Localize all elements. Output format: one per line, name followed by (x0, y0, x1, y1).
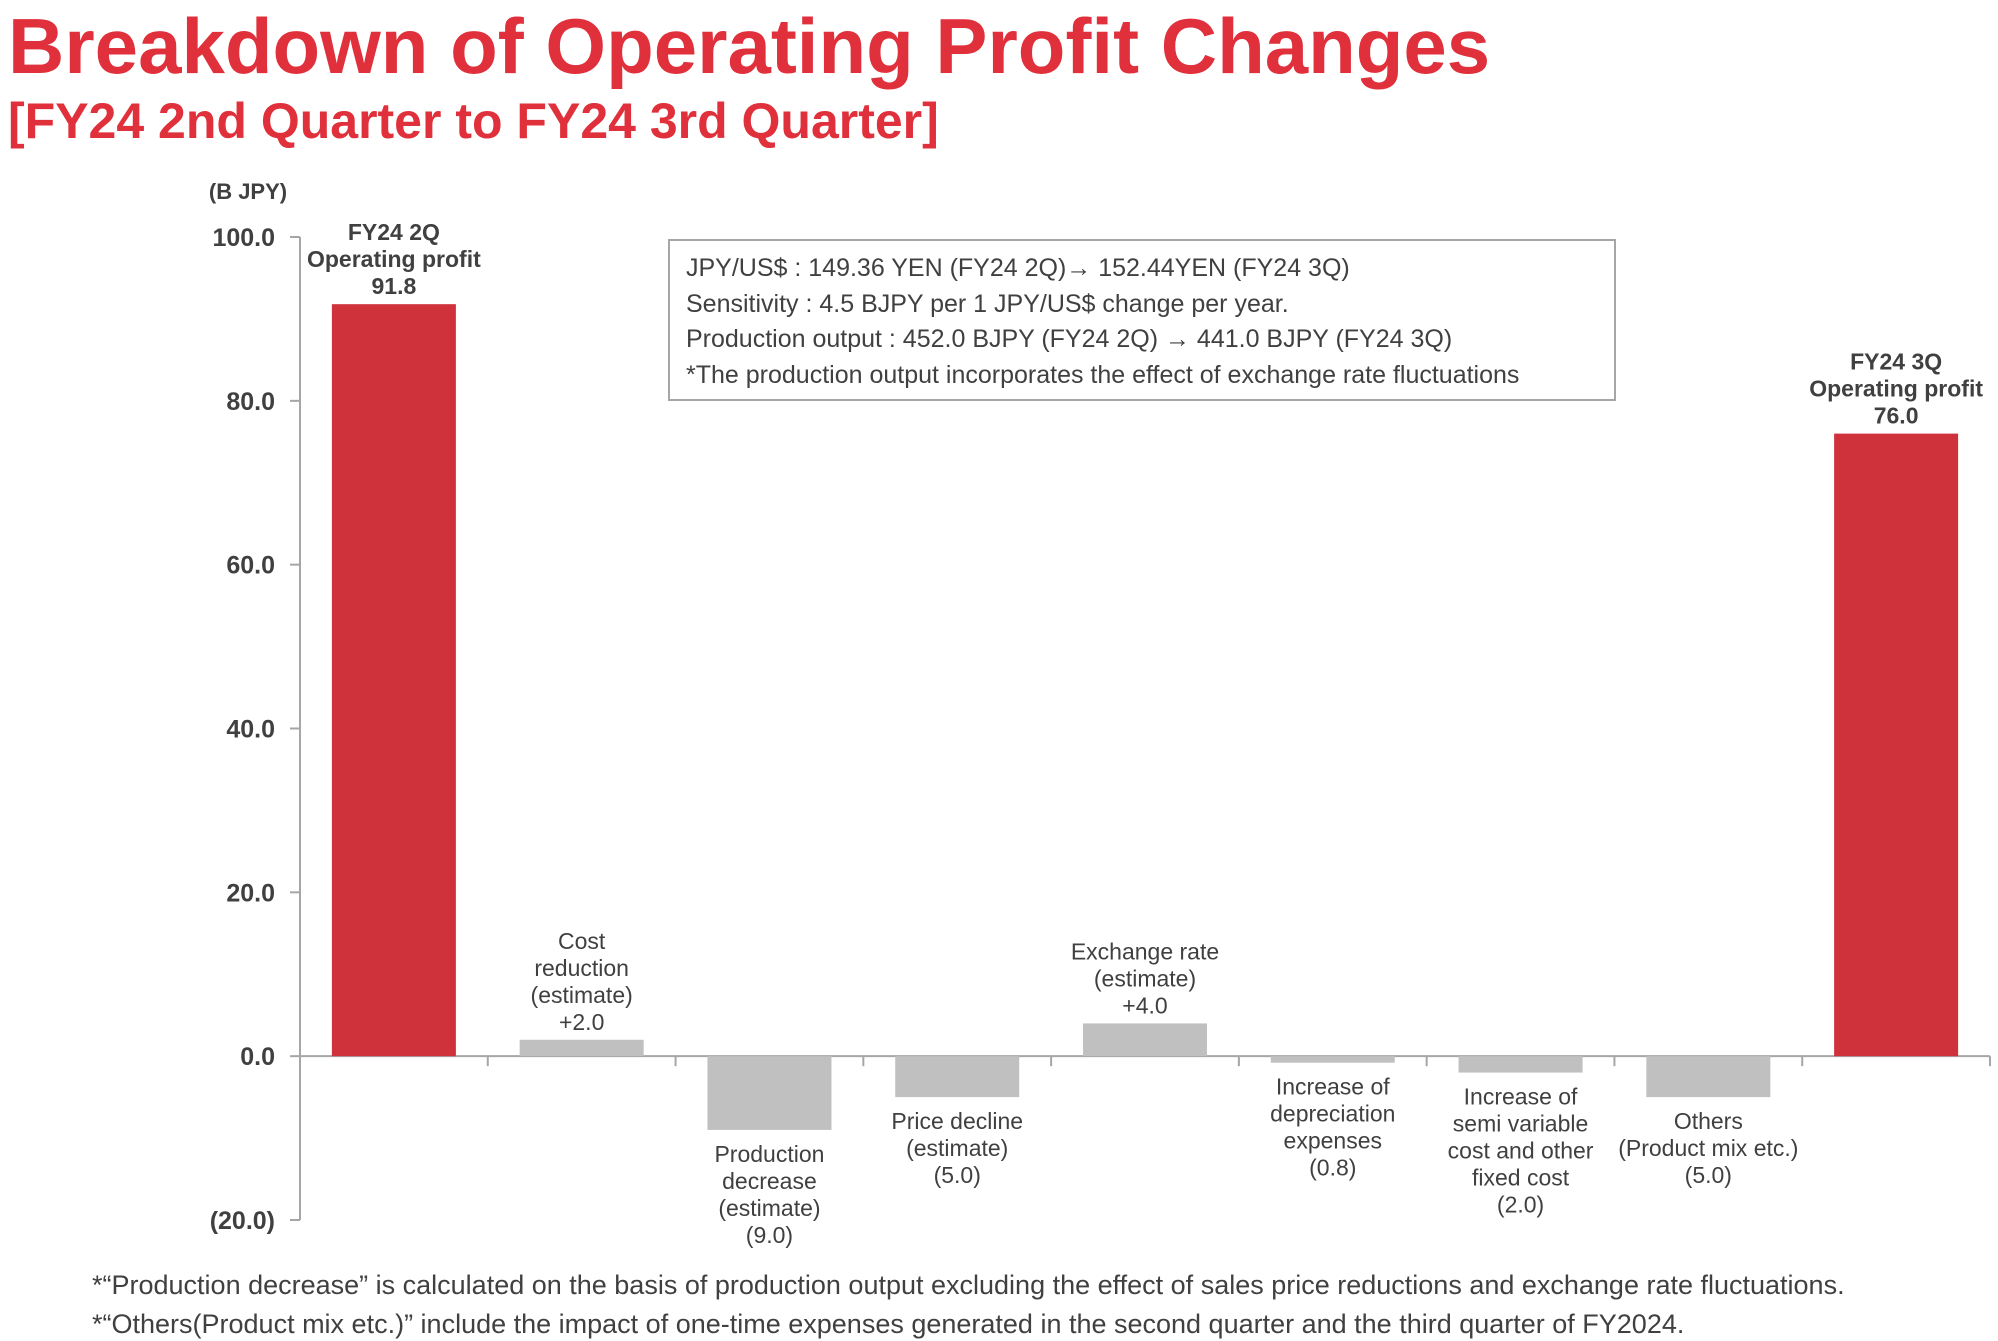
bar-label-line: 76.0 (1874, 403, 1919, 429)
y-tick-label: 40.0 (226, 716, 275, 744)
change-bar-label: Increase of depreciation expenses (0.8) (1270, 1074, 1395, 1181)
bar-label-line: FY24 3Q (1850, 349, 1942, 375)
change-bar-label: Exchange rate (estimate) +4.0 (1071, 938, 1219, 1018)
bar-label-line: Price decline (891, 1108, 1023, 1134)
y-axis-unit-label: (B JPY) (209, 179, 287, 204)
total-bar-label: FY24 2Q Operating profit 91.8 (307, 219, 481, 299)
bar-label-line: (5.0) (934, 1162, 981, 1188)
bar-label-line: (2.0) (1497, 1192, 1544, 1218)
change-bar-label: Increase of semi variable cost and other fi… (1448, 1084, 1594, 1218)
bar-label-line: (5.0) (1685, 1162, 1732, 1188)
bar-label-line: reduction (534, 955, 629, 981)
bar-label-line: Operating profit (307, 246, 481, 272)
change-bar (1458, 1056, 1583, 1073)
y-tick-label: 0.0 (240, 1043, 275, 1071)
bar-label-line: (9.0) (746, 1222, 793, 1248)
waterfall-chart: (B JPY) 100.0 80.0 60.0 40.0 20.0 0.0 (20.0) FY… (209, 179, 1991, 1248)
total-bar-label: FY24 3Q Operating profit 76.0 (1809, 349, 1983, 429)
bar-label-line: expenses (1284, 1128, 1382, 1154)
exchange-rate-note-box: JPY/US$ : 149.36 YEN (FY24 2Q)→ 152.44YE… (668, 239, 1616, 401)
change-bar (895, 1056, 1020, 1098)
y-tick-label: 100.0 (212, 224, 275, 252)
note-line-sensitivity: Sensitivity : 4.5 BJPY per 1 JPY/US$ cha… (686, 289, 1289, 318)
bar-label-line: cost and other (1448, 1138, 1594, 1164)
change-bar (1083, 1023, 1207, 1057)
bar-label-line: Cost (558, 928, 606, 954)
bar-label-line: (estimate) (1094, 965, 1196, 991)
change-bar-label: Others (Product mix etc.) (5.0) (1618, 1108, 1798, 1188)
bar-label-line: (estimate) (531, 982, 633, 1008)
total-bar (331, 304, 456, 1057)
y-tick-label: 20.0 (226, 879, 275, 907)
chart-bars (331, 304, 1959, 1130)
bar-label-line: Production (714, 1141, 824, 1167)
bar-label-line: Increase of (1464, 1084, 1578, 1110)
bar-label-line: Exchange rate (1071, 938, 1219, 964)
y-tick-label: 80.0 (226, 388, 275, 416)
note-line-exchange-rate: JPY/US$ : 149.36 YEN (FY24 2Q)→ 152.44YE… (686, 254, 1350, 282)
y-tick-label: (20.0) (210, 1207, 275, 1235)
y-tick-label: 60.0 (226, 552, 275, 580)
bar-label-line: (Product mix etc.) (1618, 1135, 1798, 1161)
bar-label-line: 91.8 (372, 273, 417, 299)
bar-label-line: (0.8) (1309, 1155, 1356, 1181)
change-bar (707, 1056, 832, 1130)
bar-label-line: Operating profit (1809, 376, 1983, 402)
bar-label-line: Increase of (1276, 1074, 1390, 1100)
bar-label-line: FY24 2Q (348, 219, 440, 245)
bar-label-line: (estimate) (718, 1195, 820, 1221)
note-line-disclaimer: *The production output incorporates the … (686, 360, 1520, 389)
total-bar (1834, 433, 1959, 1057)
change-bar-label: Cost reduction (estimate) +2.0 (531, 928, 633, 1035)
bar-label-line: semi variable (1453, 1111, 1589, 1137)
change-bar (1270, 1056, 1395, 1063)
footnote-others: *“Others(Product mix etc.)” include the … (92, 1309, 1685, 1339)
bar-label-line: +2.0 (559, 1009, 604, 1035)
bar-label-line: Others (1674, 1108, 1743, 1134)
bar-label-line: (estimate) (906, 1135, 1008, 1161)
bar-label-line: depreciation (1270, 1101, 1395, 1127)
page-title: Breakdown of Operating Profit Changes (8, 2, 1491, 90)
bar-label-line: fixed cost (1472, 1165, 1570, 1191)
change-bar (519, 1039, 644, 1057)
page-subtitle: [FY24 2nd Quarter to FY24 3rd Quarter] (8, 93, 939, 149)
note-line-production-output: Production output : 452.0 BJPY (FY24 2Q)… (686, 325, 1453, 353)
change-bar (1646, 1056, 1771, 1098)
bar-label-line: decrease (722, 1168, 817, 1194)
change-bar-label: Production decrease (estimate) (9.0) (714, 1141, 824, 1248)
change-bar-label: Price decline (estimate) (5.0) (891, 1108, 1023, 1188)
footnote-production-decrease: *“Production decrease” is calculated on … (92, 1270, 1845, 1300)
bar-label-line: +4.0 (1122, 992, 1167, 1018)
